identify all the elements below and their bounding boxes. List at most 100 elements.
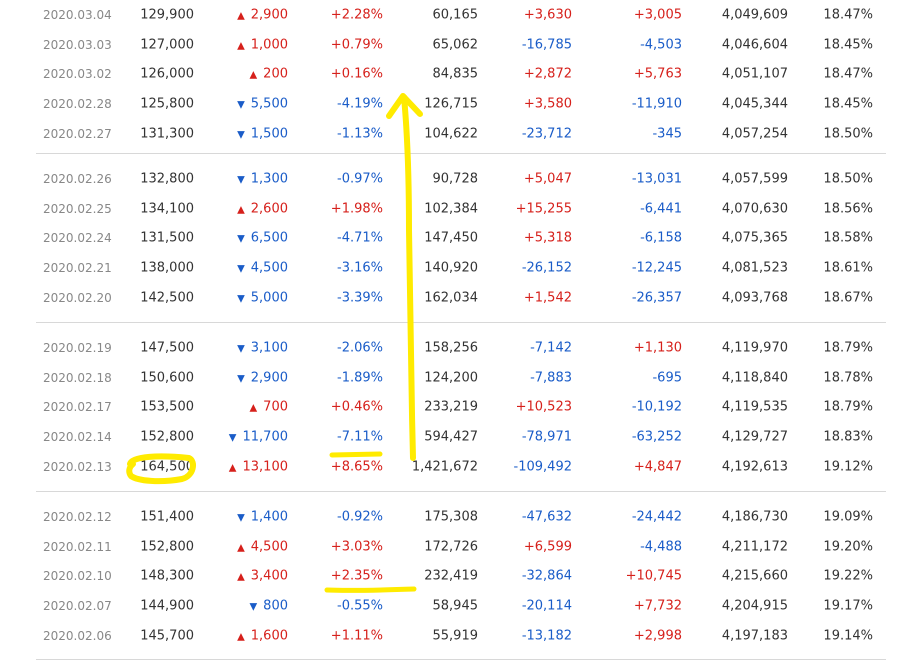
date-cell: 2020.02.18: [43, 370, 112, 385]
triangle-down-icon: ▼: [237, 343, 245, 355]
foreign-net-cell: -6,441: [640, 201, 682, 217]
foreign-ratio-cell: 18.61%: [823, 260, 873, 276]
date-cell: 2020.02.19: [43, 340, 112, 355]
foreign-ratio-cell: 18.79%: [823, 340, 873, 356]
institution-net-cell: -16,785: [521, 37, 572, 53]
foreign-net-cell: -13,031: [631, 171, 682, 187]
row-group-divider: [36, 322, 886, 323]
close-price-cell: 150,600: [140, 370, 194, 386]
change-value: 13,100: [242, 459, 289, 475]
table-row: 2020.02.12 151,400 ▼ 1,400 -0.92% 175,308 -47,…: [0, 502, 904, 532]
change-rate-cell: -3.16%: [337, 260, 383, 276]
date-cell: 2020.03.04: [43, 7, 112, 22]
change-value: 11,700: [242, 429, 289, 445]
foreign-ratio-cell: 19.17%: [823, 598, 873, 614]
change-cell: ▲ 700: [249, 400, 288, 415]
foreign-ratio-cell: 18.58%: [823, 230, 873, 246]
change-value: 1,600: [250, 628, 288, 644]
institution-net-cell: -20,114: [521, 598, 572, 614]
change-cell: ▼ 2,900: [237, 370, 288, 385]
foreign-net-cell: -11,910: [631, 96, 682, 112]
change-value: 2,900: [250, 7, 288, 23]
institution-net-cell: -23,712: [521, 126, 572, 142]
table-row: 2020.02.10 148,300 ▲ 3,400 +2.35% 232,419 -32,…: [0, 561, 904, 591]
close-price-cell: 127,000: [140, 37, 194, 53]
change-value: 5,500: [250, 96, 288, 112]
change-rate-cell: -0.92%: [337, 509, 383, 525]
change-value: 800: [263, 598, 288, 614]
change-value: 1,400: [250, 509, 288, 525]
foreign-ratio-cell: 18.50%: [823, 126, 873, 142]
table-row: 2020.02.13 164,500 ▲ 13,100 +8.65% 1,421,672 -…: [0, 452, 904, 482]
volume-cell: 60,165: [432, 7, 479, 23]
foreign-ratio-cell: 18.45%: [823, 96, 873, 112]
date-cell: 2020.02.06: [43, 628, 112, 643]
institution-net-cell: +6,599: [523, 539, 572, 555]
table-row: 2020.02.27 131,300 ▼ 1,500 -1.13% 104,622 -23,…: [0, 119, 904, 149]
triangle-down-icon: ▼: [237, 293, 245, 305]
triangle-up-icon: ▲: [237, 10, 245, 22]
change-cell: ▼ 800: [249, 598, 288, 613]
foreign-ratio-cell: 18.83%: [823, 429, 873, 445]
foreign-ratio-cell: 19.14%: [823, 628, 873, 644]
close-price-cell: 148,300: [140, 568, 194, 584]
foreign-net-cell: +10,745: [625, 568, 682, 584]
table-row: 2020.03.03 127,000 ▲ 1,000 +0.79% 65,062 -16,7…: [0, 30, 904, 60]
change-value: 1,300: [250, 171, 288, 187]
institution-net-cell: +10,523: [515, 399, 572, 415]
change-rate-cell: -1.13%: [337, 126, 383, 142]
date-cell: 2020.02.13: [43, 459, 112, 474]
table-row: 2020.02.11 152,800 ▲ 4,500 +3.03% 172,726 +6,5…: [0, 532, 904, 562]
change-rate-cell: -4.71%: [337, 230, 383, 246]
change-cell: ▲ 4,500: [237, 539, 288, 554]
foreign-ratio-cell: 18.56%: [823, 201, 873, 217]
volume-cell: 124,200: [424, 370, 478, 386]
foreign-ratio-cell: 18.78%: [823, 370, 873, 386]
close-price-cell: 142,500: [140, 290, 194, 306]
close-price-cell: 152,800: [140, 539, 194, 555]
row-group-divider: [36, 659, 886, 660]
change-rate-cell: -1.89%: [337, 370, 383, 386]
volume-cell: 172,726: [424, 539, 478, 555]
change-value: 3,100: [250, 340, 288, 356]
foreign-holdings-cell: 4,049,609: [721, 7, 788, 23]
foreign-net-cell: -6,158: [640, 230, 682, 246]
change-cell: ▼ 1,500: [237, 126, 288, 141]
change-cell: ▼ 5,000: [237, 290, 288, 305]
foreign-net-cell: -4,488: [640, 539, 682, 555]
table-row: 2020.02.07 144,900 ▼ 800 -0.55% 58,945 -20,114…: [0, 591, 904, 621]
triangle-up-icon: ▲: [237, 40, 245, 52]
volume-cell: 232,419: [424, 568, 478, 584]
date-cell: 2020.02.07: [43, 598, 112, 613]
close-price-cell: 144,900: [140, 598, 194, 614]
volume-cell: 594,427: [424, 429, 478, 445]
foreign-ratio-cell: 19.22%: [823, 568, 873, 584]
foreign-net-cell: -10,192: [631, 399, 682, 415]
foreign-holdings-cell: 4,119,535: [721, 399, 788, 415]
volume-cell: 65,062: [432, 37, 479, 53]
foreign-holdings-cell: 4,192,613: [721, 459, 788, 475]
change-value: 4,500: [250, 539, 288, 555]
foreign-net-cell: -12,245: [631, 260, 682, 276]
foreign-net-cell: +1,130: [633, 340, 682, 356]
change-rate-cell: -2.06%: [337, 340, 383, 356]
volume-cell: 233,219: [424, 399, 478, 415]
close-price-cell: 138,000: [140, 260, 194, 276]
triangle-down-icon: ▼: [237, 233, 245, 245]
institution-net-cell: +1,542: [523, 290, 572, 306]
row-group-divider: [36, 491, 886, 492]
change-rate-cell: +0.46%: [330, 399, 383, 415]
change-value: 200: [263, 66, 288, 82]
change-rate-cell: -0.97%: [337, 171, 383, 187]
volume-cell: 126,715: [424, 96, 478, 112]
table-row: 2020.02.24 131,500 ▼ 6,500 -4.71% 147,450 +5,3…: [0, 223, 904, 253]
table-row: 2020.02.14 152,800 ▼ 11,700 -7.11% 594,427 -78…: [0, 422, 904, 452]
institution-net-cell: -13,182: [521, 628, 572, 644]
triangle-up-icon: ▲: [249, 402, 258, 414]
triangle-up-icon: ▲: [237, 631, 245, 643]
table-row: 2020.03.04 129,900 ▲ 2,900 +2.28% 60,165 +3,63…: [0, 0, 904, 30]
change-value: 6,500: [250, 230, 288, 246]
change-rate-cell: -0.55%: [337, 598, 383, 614]
change-cell: ▼ 1,400: [237, 509, 288, 524]
change-cell: ▼ 5,500: [237, 96, 288, 111]
